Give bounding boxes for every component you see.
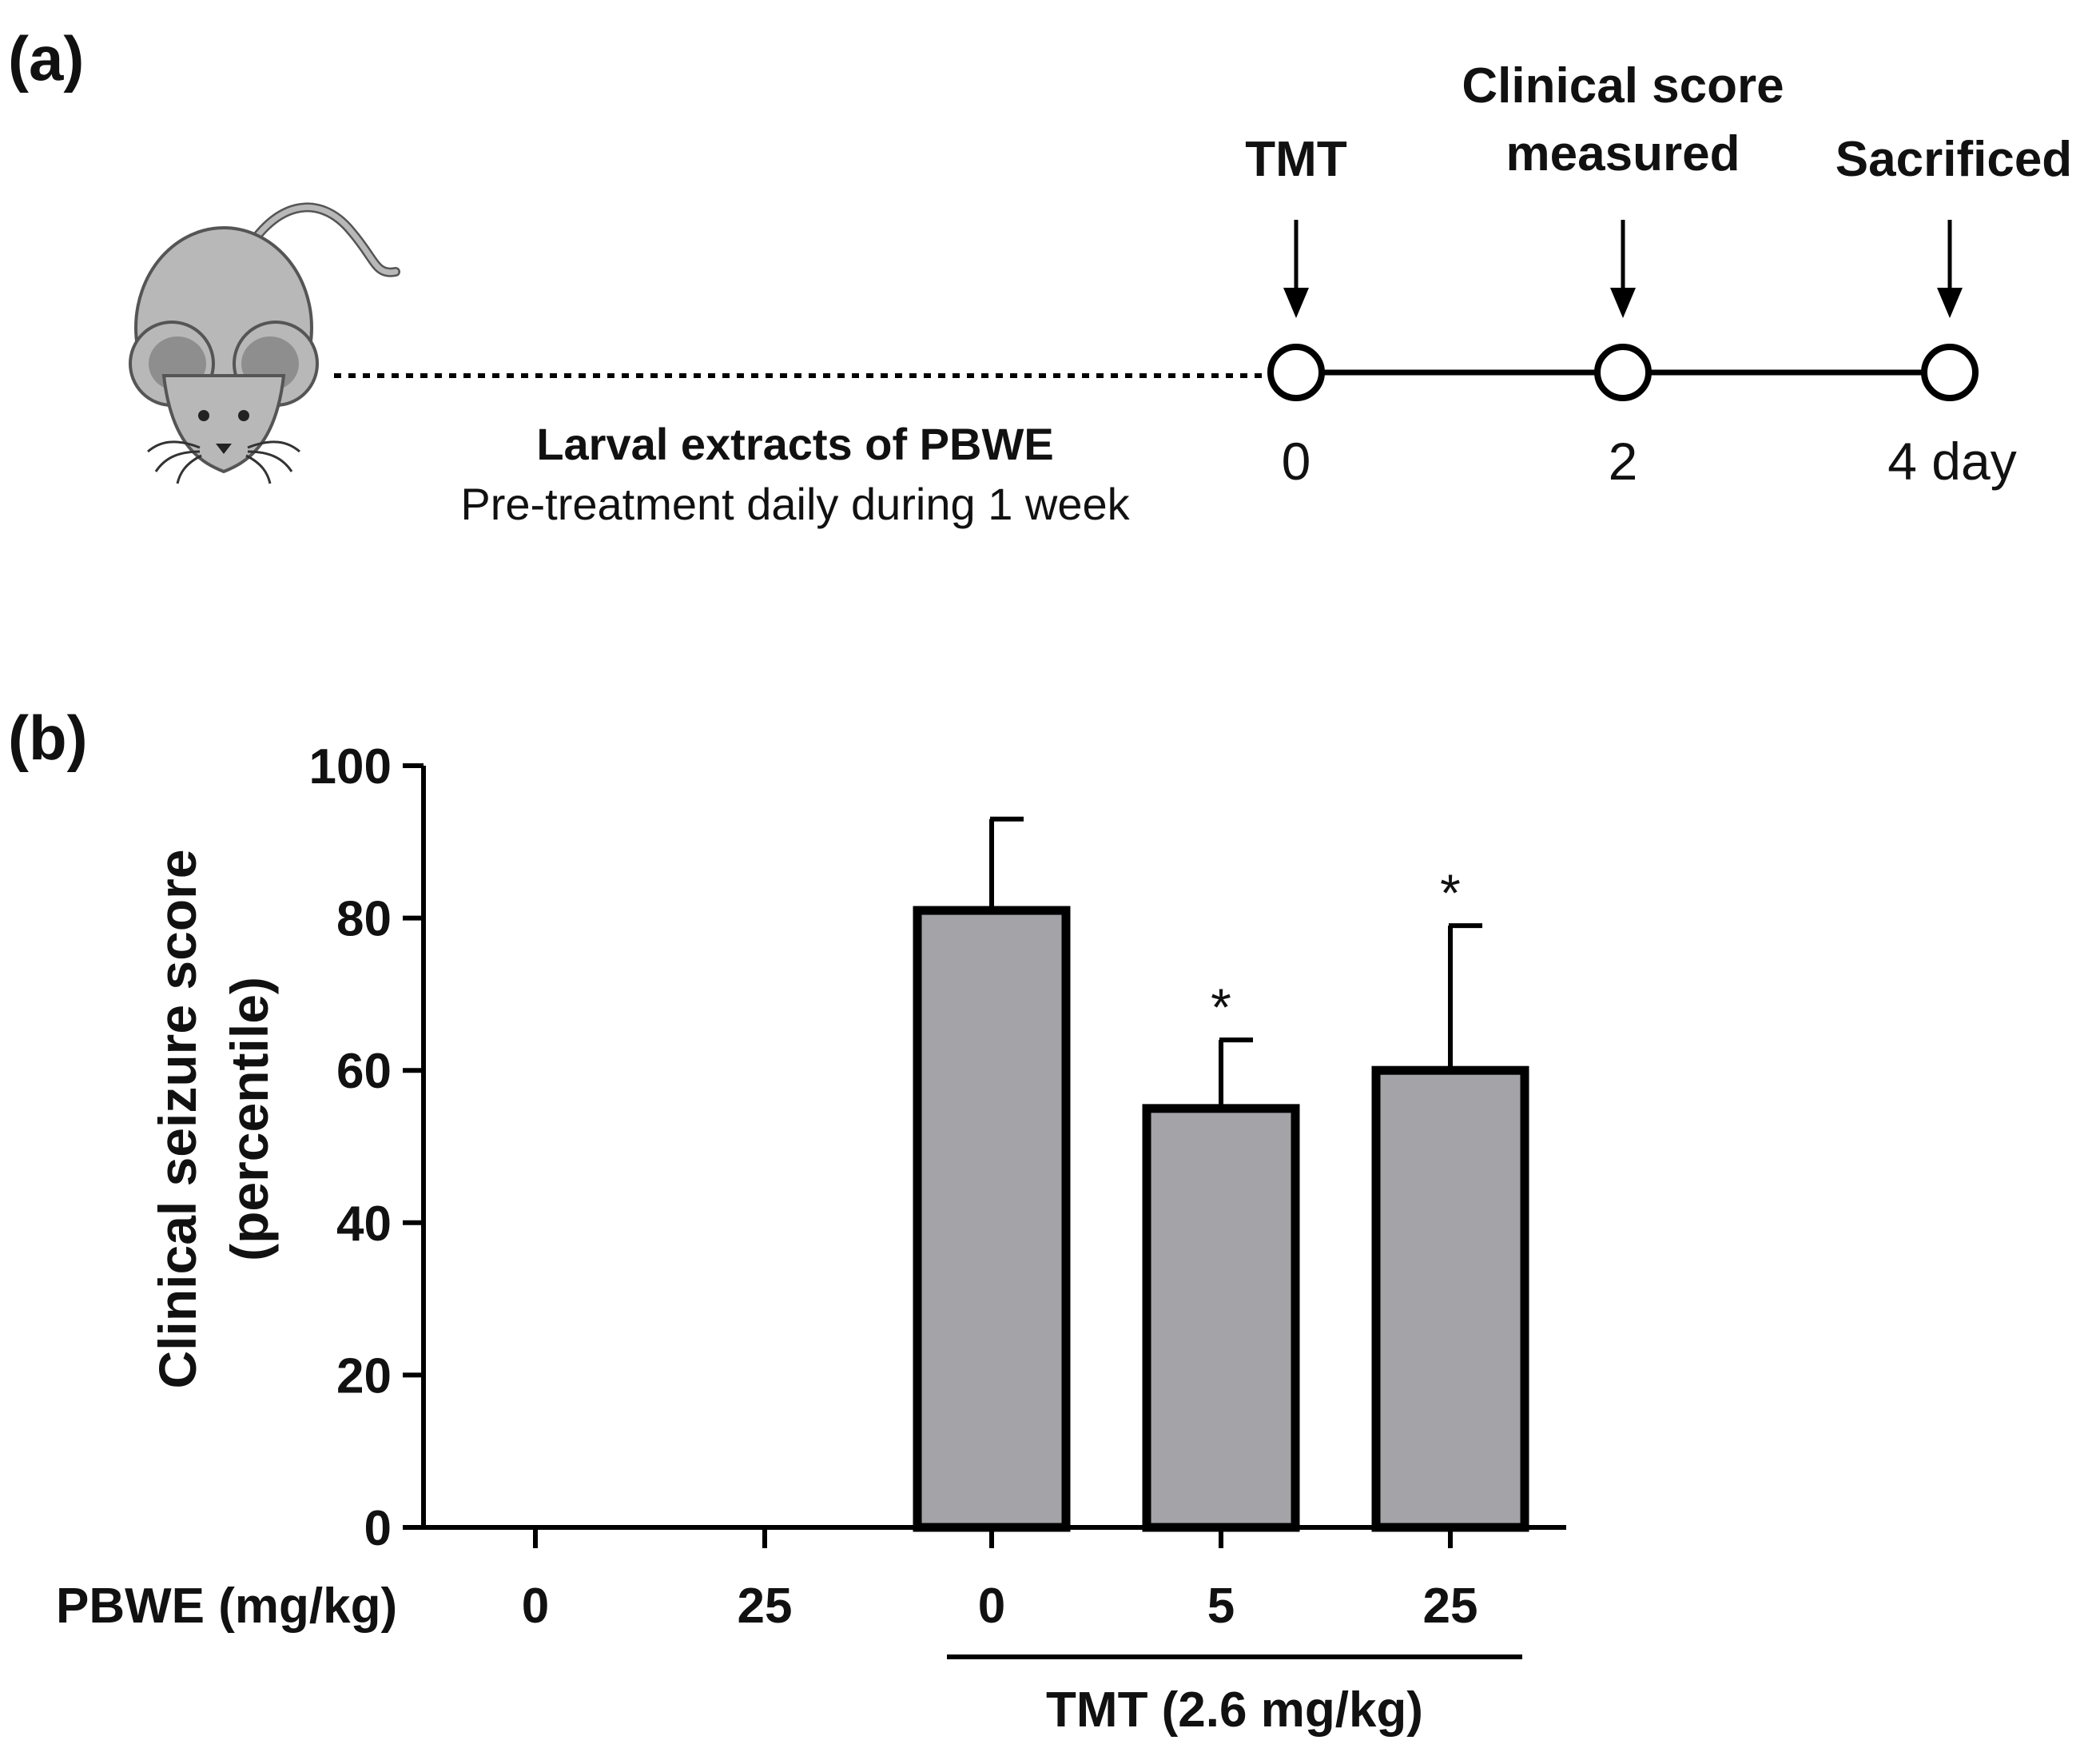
event-label-sacrificed: Sacrificed [1836, 132, 2072, 187]
event-label-tmt: TMT [1245, 132, 1347, 187]
timepoint-marker-2 [1594, 344, 1652, 401]
significance-marker: * [1440, 863, 1461, 922]
bar-chart: 0 20 40 60 80 100 0 25 0 5 * 25 * [309, 739, 1566, 1634]
event-label-clinical-score-line2: measured [1506, 126, 1740, 181]
y-tick-label: 60 [336, 1044, 392, 1099]
y-tick-label: 20 [336, 1348, 392, 1404]
y-tick-label: 40 [336, 1197, 392, 1252]
significance-marker: * [1211, 978, 1231, 1037]
bar [913, 906, 1071, 1532]
y-tick-label: 100 [309, 739, 392, 794]
x-tick-label: 0 [978, 1579, 1005, 1634]
event-label-clinical-score: Clinical score [1462, 58, 1784, 113]
y-axis-title-line2: (percentile) [220, 977, 279, 1261]
pretreatment-description: Pre-treatment daily during 1 week [460, 479, 1130, 529]
arrow-down-icon [1283, 220, 1309, 318]
panel-a-label: (a) [8, 23, 84, 94]
timepoint-marker-4 [1921, 344, 1979, 401]
y-tick-label: 80 [336, 892, 392, 947]
mouse-icon [129, 202, 400, 484]
y-tick-label: 0 [364, 1501, 392, 1556]
panel-b-label: (b) [8, 703, 88, 773]
timepoint-label-4: 4 day [1887, 432, 2016, 491]
timepoint-label-2: 2 [1609, 432, 1638, 491]
timepoint-marker-0 [1267, 344, 1325, 401]
pretreatment-title: Larval extracts of PBWE [536, 419, 1053, 469]
y-axis-title: Clinical seizure score [148, 850, 207, 1389]
arrow-down-icon [1937, 220, 1963, 318]
x-tick-label: 5 [1207, 1579, 1235, 1634]
group-label: TMT (2.6 mg/kg) [1046, 1682, 1423, 1738]
x-row-label: PBWE (mg/kg) [56, 1579, 397, 1634]
bar [1371, 1065, 1529, 1532]
bar [1142, 1104, 1300, 1532]
x-tick-label: 25 [738, 1579, 793, 1634]
x-tick-label: 25 [1423, 1579, 1478, 1634]
timepoint-label-0: 0 [1282, 432, 1311, 491]
x-tick-label: 0 [522, 1579, 549, 1634]
arrow-down-icon [1610, 220, 1636, 318]
